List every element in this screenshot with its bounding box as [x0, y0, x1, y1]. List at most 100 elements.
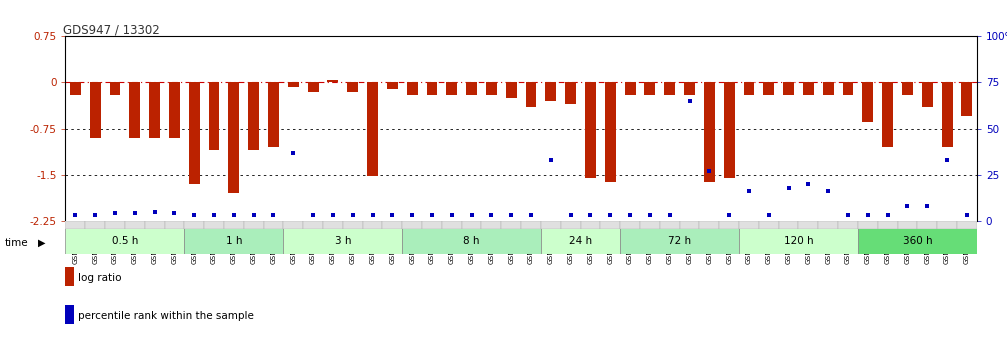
Point	[404, 213, 420, 218]
Bar	[229, 82, 240, 193]
Point	[266, 213, 282, 218]
Point	[801, 181, 817, 187]
Bar	[858, 221, 878, 229]
Bar	[878, 221, 897, 229]
Bar	[264, 221, 283, 229]
Bar	[942, 82, 953, 147]
Bar	[561, 221, 581, 229]
Bar	[303, 221, 323, 229]
Bar	[446, 82, 457, 95]
Text: 8 h: 8 h	[463, 236, 480, 246]
Bar	[125, 221, 145, 229]
Point	[325, 213, 341, 218]
Point	[721, 213, 737, 218]
Bar	[921, 82, 932, 107]
Bar	[283, 228, 402, 254]
Bar	[680, 221, 700, 229]
Point	[67, 213, 84, 218]
Point	[88, 213, 104, 218]
Point	[206, 213, 223, 218]
Point	[504, 213, 520, 218]
Bar	[565, 82, 576, 104]
Bar	[823, 82, 834, 95]
Bar	[363, 221, 383, 229]
Text: time: time	[5, 238, 28, 248]
Point	[860, 213, 876, 218]
Bar	[204, 221, 224, 229]
Bar	[700, 221, 719, 229]
Text: percentile rank within the sample: percentile rank within the sample	[78, 311, 254, 321]
Bar	[407, 82, 418, 95]
Point	[682, 98, 698, 104]
Bar	[442, 221, 461, 229]
Bar	[86, 221, 105, 229]
Bar	[902, 82, 913, 95]
Point	[780, 185, 797, 190]
Bar	[129, 82, 140, 138]
Point	[602, 213, 618, 218]
Text: 0.5 h: 0.5 h	[112, 236, 138, 246]
Bar	[308, 82, 318, 91]
Point	[186, 213, 202, 218]
Bar	[65, 221, 86, 229]
Text: 24 h: 24 h	[569, 236, 592, 246]
Bar	[620, 221, 640, 229]
Text: 1 h: 1 h	[226, 236, 242, 246]
Bar	[486, 82, 496, 95]
Bar	[600, 221, 620, 229]
Bar	[546, 82, 556, 101]
Bar	[862, 82, 873, 122]
Bar	[402, 221, 422, 229]
Bar	[288, 82, 299, 87]
Point	[919, 203, 936, 209]
Bar	[644, 82, 656, 95]
Bar	[383, 221, 402, 229]
Bar	[763, 82, 774, 95]
Bar	[184, 221, 204, 229]
Point	[444, 213, 460, 218]
Bar	[248, 82, 259, 150]
Bar	[819, 221, 838, 229]
Point	[127, 211, 143, 216]
Bar	[799, 221, 819, 229]
Bar	[640, 221, 660, 229]
Bar	[665, 82, 675, 95]
Bar	[422, 221, 442, 229]
Bar	[684, 82, 695, 95]
Bar	[327, 80, 338, 82]
Point	[939, 157, 955, 162]
Bar	[783, 82, 795, 95]
Point	[641, 213, 658, 218]
Bar	[145, 221, 164, 229]
Point	[523, 213, 539, 218]
Bar	[803, 82, 814, 95]
Point	[483, 213, 499, 218]
Bar	[65, 228, 184, 254]
Point	[107, 211, 123, 216]
Point	[147, 209, 163, 214]
Bar	[501, 221, 522, 229]
Bar	[149, 82, 160, 138]
Point	[463, 213, 479, 218]
Point	[365, 213, 381, 218]
Point	[959, 213, 975, 218]
Point	[760, 213, 776, 218]
Bar	[526, 82, 537, 107]
Point	[622, 213, 638, 218]
Bar	[169, 82, 180, 138]
Bar	[522, 221, 541, 229]
Text: ▶: ▶	[38, 238, 45, 248]
Bar	[962, 82, 973, 116]
Bar	[724, 82, 734, 178]
Bar	[342, 221, 363, 229]
Bar	[188, 82, 199, 184]
Bar	[110, 82, 121, 95]
Bar	[585, 82, 596, 178]
Point	[701, 168, 717, 174]
Bar	[347, 82, 358, 91]
Bar	[506, 82, 517, 98]
Text: 72 h: 72 h	[668, 236, 691, 246]
Bar	[466, 82, 477, 95]
Bar	[704, 82, 715, 182]
Bar	[858, 228, 977, 254]
